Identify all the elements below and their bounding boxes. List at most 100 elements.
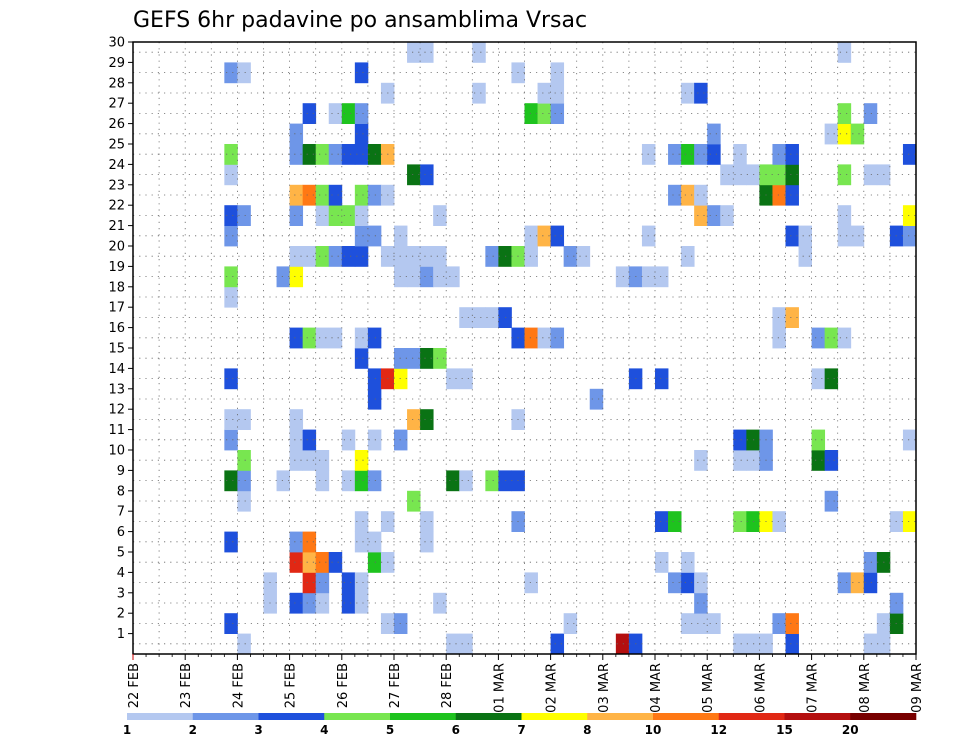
- heatmap-cell: [824, 450, 839, 471]
- x-tick-label: 03 MAR: [597, 663, 612, 713]
- colorbar-label: 3: [254, 723, 262, 737]
- heatmap-cell: [367, 184, 382, 206]
- heatmap-cell: [420, 511, 434, 532]
- heatmap-cell: [367, 531, 382, 553]
- heatmap-cell: [354, 62, 369, 84]
- y-axis: 1234567891011121314151617181920212223242…: [108, 36, 133, 642]
- colorbar-label: 20: [842, 723, 859, 737]
- heatmap-cell: [837, 164, 852, 186]
- heatmap-cell: [302, 184, 317, 206]
- colorbar-swatch: [455, 713, 522, 720]
- x-tick-label: 01 MAR: [492, 663, 507, 713]
- heatmap-cell: [472, 82, 486, 104]
- heatmap-cell: [537, 327, 551, 349]
- heatmap-cell: [485, 470, 499, 492]
- heatmap-cell: [328, 552, 343, 573]
- colorbar-swatch: [127, 713, 194, 720]
- x-tick-label: 02 MAR: [545, 663, 560, 713]
- heatmap-cell: [354, 450, 369, 471]
- heatmap-cell: [407, 490, 421, 512]
- heatmap-cell: [655, 368, 669, 390]
- heatmap-cell: [328, 327, 343, 349]
- heatmap-cell: [694, 144, 708, 165]
- y-tick-label: 20: [108, 240, 125, 255]
- heatmap-cell: [328, 184, 343, 206]
- y-tick-label: 18: [108, 280, 125, 295]
- y-tick-label: 5: [117, 546, 125, 561]
- heatmap-cell: [707, 144, 721, 165]
- heatmap-cell: [563, 613, 578, 634]
- heatmap-cell: [772, 144, 786, 165]
- y-tick-label: 26: [108, 117, 125, 132]
- heatmap-cell: [850, 572, 865, 594]
- heatmap-cell: [302, 450, 317, 471]
- heatmap-cell: [433, 348, 447, 369]
- heatmap-cell: [837, 225, 852, 247]
- heatmap-cell: [354, 327, 369, 349]
- heatmap-cell: [550, 225, 565, 247]
- y-tick-label: 24: [108, 158, 125, 173]
- x-tick-label: 28 FEB: [440, 663, 455, 708]
- y-tick-label: 21: [108, 219, 125, 234]
- heatmap-cell: [824, 123, 839, 145]
- y-tick-label: 29: [108, 56, 125, 71]
- colorbar-label: 15: [776, 723, 793, 737]
- heatmap-cell: [328, 246, 343, 267]
- heatmap-cell: [863, 633, 878, 655]
- heatmap-cell: [224, 205, 238, 226]
- heatmap-cell: [407, 42, 421, 63]
- heatmap-cell: [302, 552, 317, 573]
- x-tick-label: 09 MAR: [910, 663, 925, 713]
- y-tick-label: 12: [108, 403, 125, 418]
- heatmap-cell: [367, 552, 382, 573]
- heatmap-cell: [289, 144, 304, 165]
- colorbar-swatch: [653, 713, 720, 720]
- heatmap-cell: [537, 225, 551, 247]
- heatmap-cell: [615, 266, 630, 288]
- heatmap-cell: [681, 82, 695, 104]
- heatmap-cells: [224, 42, 917, 655]
- heatmap-cell: [694, 592, 708, 614]
- heatmap-cell: [524, 103, 538, 124]
- heatmap-cell: [302, 531, 317, 553]
- y-tick-label: 11: [108, 423, 125, 438]
- heatmap-cell: [537, 103, 551, 124]
- heatmap-cell: [354, 225, 369, 247]
- x-tick-label: 24 FEB: [231, 663, 246, 708]
- colorbar-label: 8: [583, 723, 591, 737]
- heatmap-cell: [433, 266, 447, 288]
- colorbar-label: 12: [710, 723, 727, 737]
- heatmap-cell: [850, 123, 865, 145]
- heatmap-cell: [315, 205, 330, 226]
- heatmap-cell: [811, 368, 826, 390]
- colorbar-label: 1: [123, 723, 131, 737]
- heatmap-cell: [276, 266, 290, 288]
- y-tick-label: 14: [108, 362, 125, 377]
- heatmap-cell: [302, 572, 317, 594]
- heatmap-cell: [550, 82, 565, 104]
- heatmap-cell: [707, 123, 721, 145]
- heatmap-cell: [420, 246, 434, 267]
- heatmap-cell: [668, 144, 682, 165]
- heatmap-cell: [733, 429, 747, 451]
- heatmap-cell: [485, 307, 499, 328]
- heatmap-cell: [824, 368, 839, 390]
- heatmap-cell: [446, 368, 460, 390]
- heatmap-cell: [798, 225, 812, 247]
- heatmap-cell: [289, 409, 304, 430]
- x-tick-label: 08 MAR: [858, 663, 873, 713]
- heatmap-cell: [863, 103, 878, 124]
- x-tick-label: 06 MAR: [753, 663, 768, 713]
- colorbar-label: 6: [452, 723, 460, 737]
- colorbar-swatch: [587, 713, 654, 720]
- heatmap-cell: [863, 164, 878, 186]
- heatmap-cell: [315, 184, 330, 206]
- y-tick-label: 13: [108, 382, 125, 397]
- heatmap-cell: [785, 633, 799, 655]
- heatmap-cell: [694, 450, 708, 471]
- heatmap-cell: [315, 592, 330, 614]
- heatmap-cell: [237, 62, 251, 84]
- heatmap-cell: [224, 62, 238, 84]
- heatmap-cell: [446, 266, 460, 288]
- heatmap-cell: [733, 450, 747, 471]
